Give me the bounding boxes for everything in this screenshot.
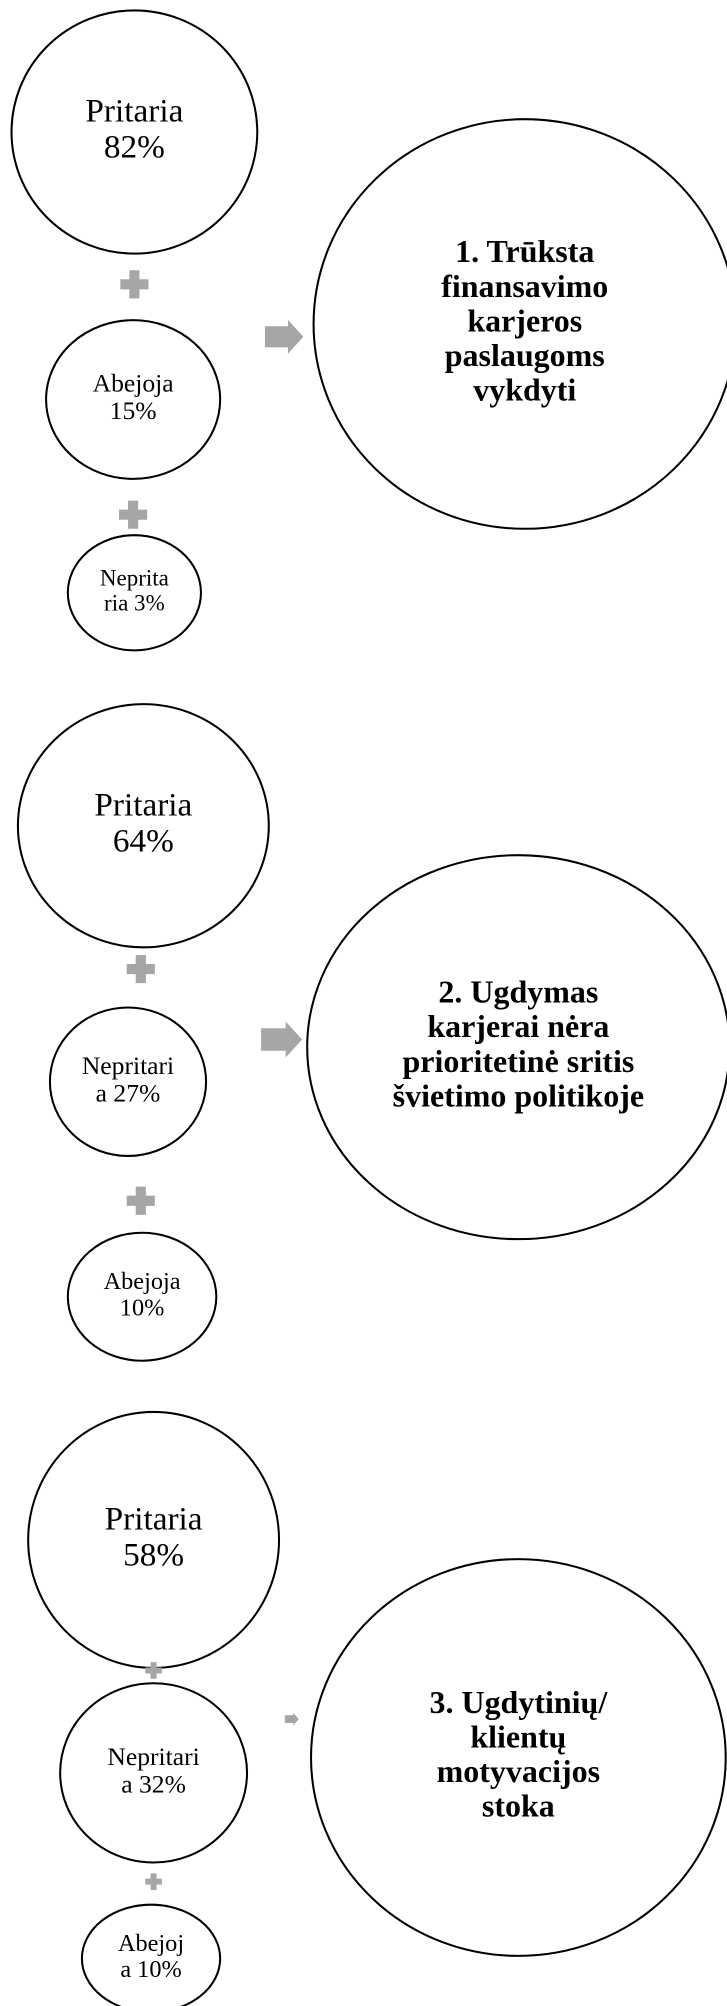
response-circle-text: Pritaria — [85, 93, 183, 130]
problem-circle-text: klientų — [470, 1719, 566, 1755]
response-circle-text: 82% — [104, 129, 165, 166]
response-circle-text: Neprita — [100, 565, 169, 591]
arrow-icon — [284, 1712, 299, 1726]
response-circle-text: Abejoj — [118, 1930, 184, 1957]
problem-circle — [312, 118, 727, 530]
response-circle — [10, 9, 259, 255]
response-circle-text: Abejoja — [104, 1268, 181, 1295]
response-circle — [66, 534, 202, 652]
response-circle-text: a 10% — [120, 1956, 181, 1983]
response-circle-text: Abejoja — [93, 369, 174, 398]
arrow-icon — [264, 319, 304, 354]
response-circle — [16, 703, 270, 949]
arrow-icon — [261, 1021, 303, 1058]
plus-icon — [119, 500, 148, 529]
problem-circle-text: finansavimo — [441, 268, 608, 304]
plus-icon — [126, 955, 155, 984]
response-circle — [45, 319, 222, 480]
response-circle-text: Nepritari — [82, 1051, 174, 1080]
plus-icon — [145, 1662, 162, 1679]
problem-circle-text: prioritetinė sritis — [402, 1043, 634, 1079]
response-circle-text: 58% — [123, 1537, 184, 1574]
response-circle-text: Pritaria — [105, 1501, 203, 1538]
plus-icon — [126, 1186, 155, 1215]
plus-icon — [120, 270, 149, 299]
problem-circle-text: švietimo politikoje — [393, 1077, 644, 1113]
problem-circle-text: 2. Ugdymas — [438, 974, 598, 1010]
problem-circle-text: karjerai nėra — [427, 1008, 609, 1044]
problem-circle-text: stoka — [482, 1788, 555, 1824]
response-circle-text: Nepritari — [107, 1742, 199, 1771]
problem-circle — [306, 854, 727, 1241]
response-circle — [59, 1682, 249, 1864]
response-circle-text: 64% — [113, 822, 174, 859]
problem-circle-text: karjeros — [467, 302, 582, 338]
plus-icon — [145, 1873, 162, 1890]
response-circle — [80, 1903, 222, 2006]
problem-circle-text: paslaugoms — [445, 337, 605, 373]
response-circle-text: Pritaria — [94, 786, 192, 823]
problem-circle — [309, 1558, 727, 1957]
problem-circle-text: 3. Ugdytinių/ — [429, 1684, 608, 1720]
response-circle-text: 10% — [120, 1294, 165, 1321]
problem-circle-text: 1. Trūksta — [455, 233, 594, 269]
response-circle — [66, 1231, 218, 1362]
response-circle — [48, 1006, 208, 1157]
response-circle-text: a 27% — [96, 1078, 161, 1107]
response-circle-text: a 32% — [121, 1770, 186, 1799]
problem-circle-text: motyvacijos — [437, 1753, 600, 1789]
problem-circle-text: vykdyti — [473, 371, 576, 407]
response-circle-text: 15% — [110, 396, 157, 425]
response-circle-text: ria 3% — [104, 590, 165, 616]
